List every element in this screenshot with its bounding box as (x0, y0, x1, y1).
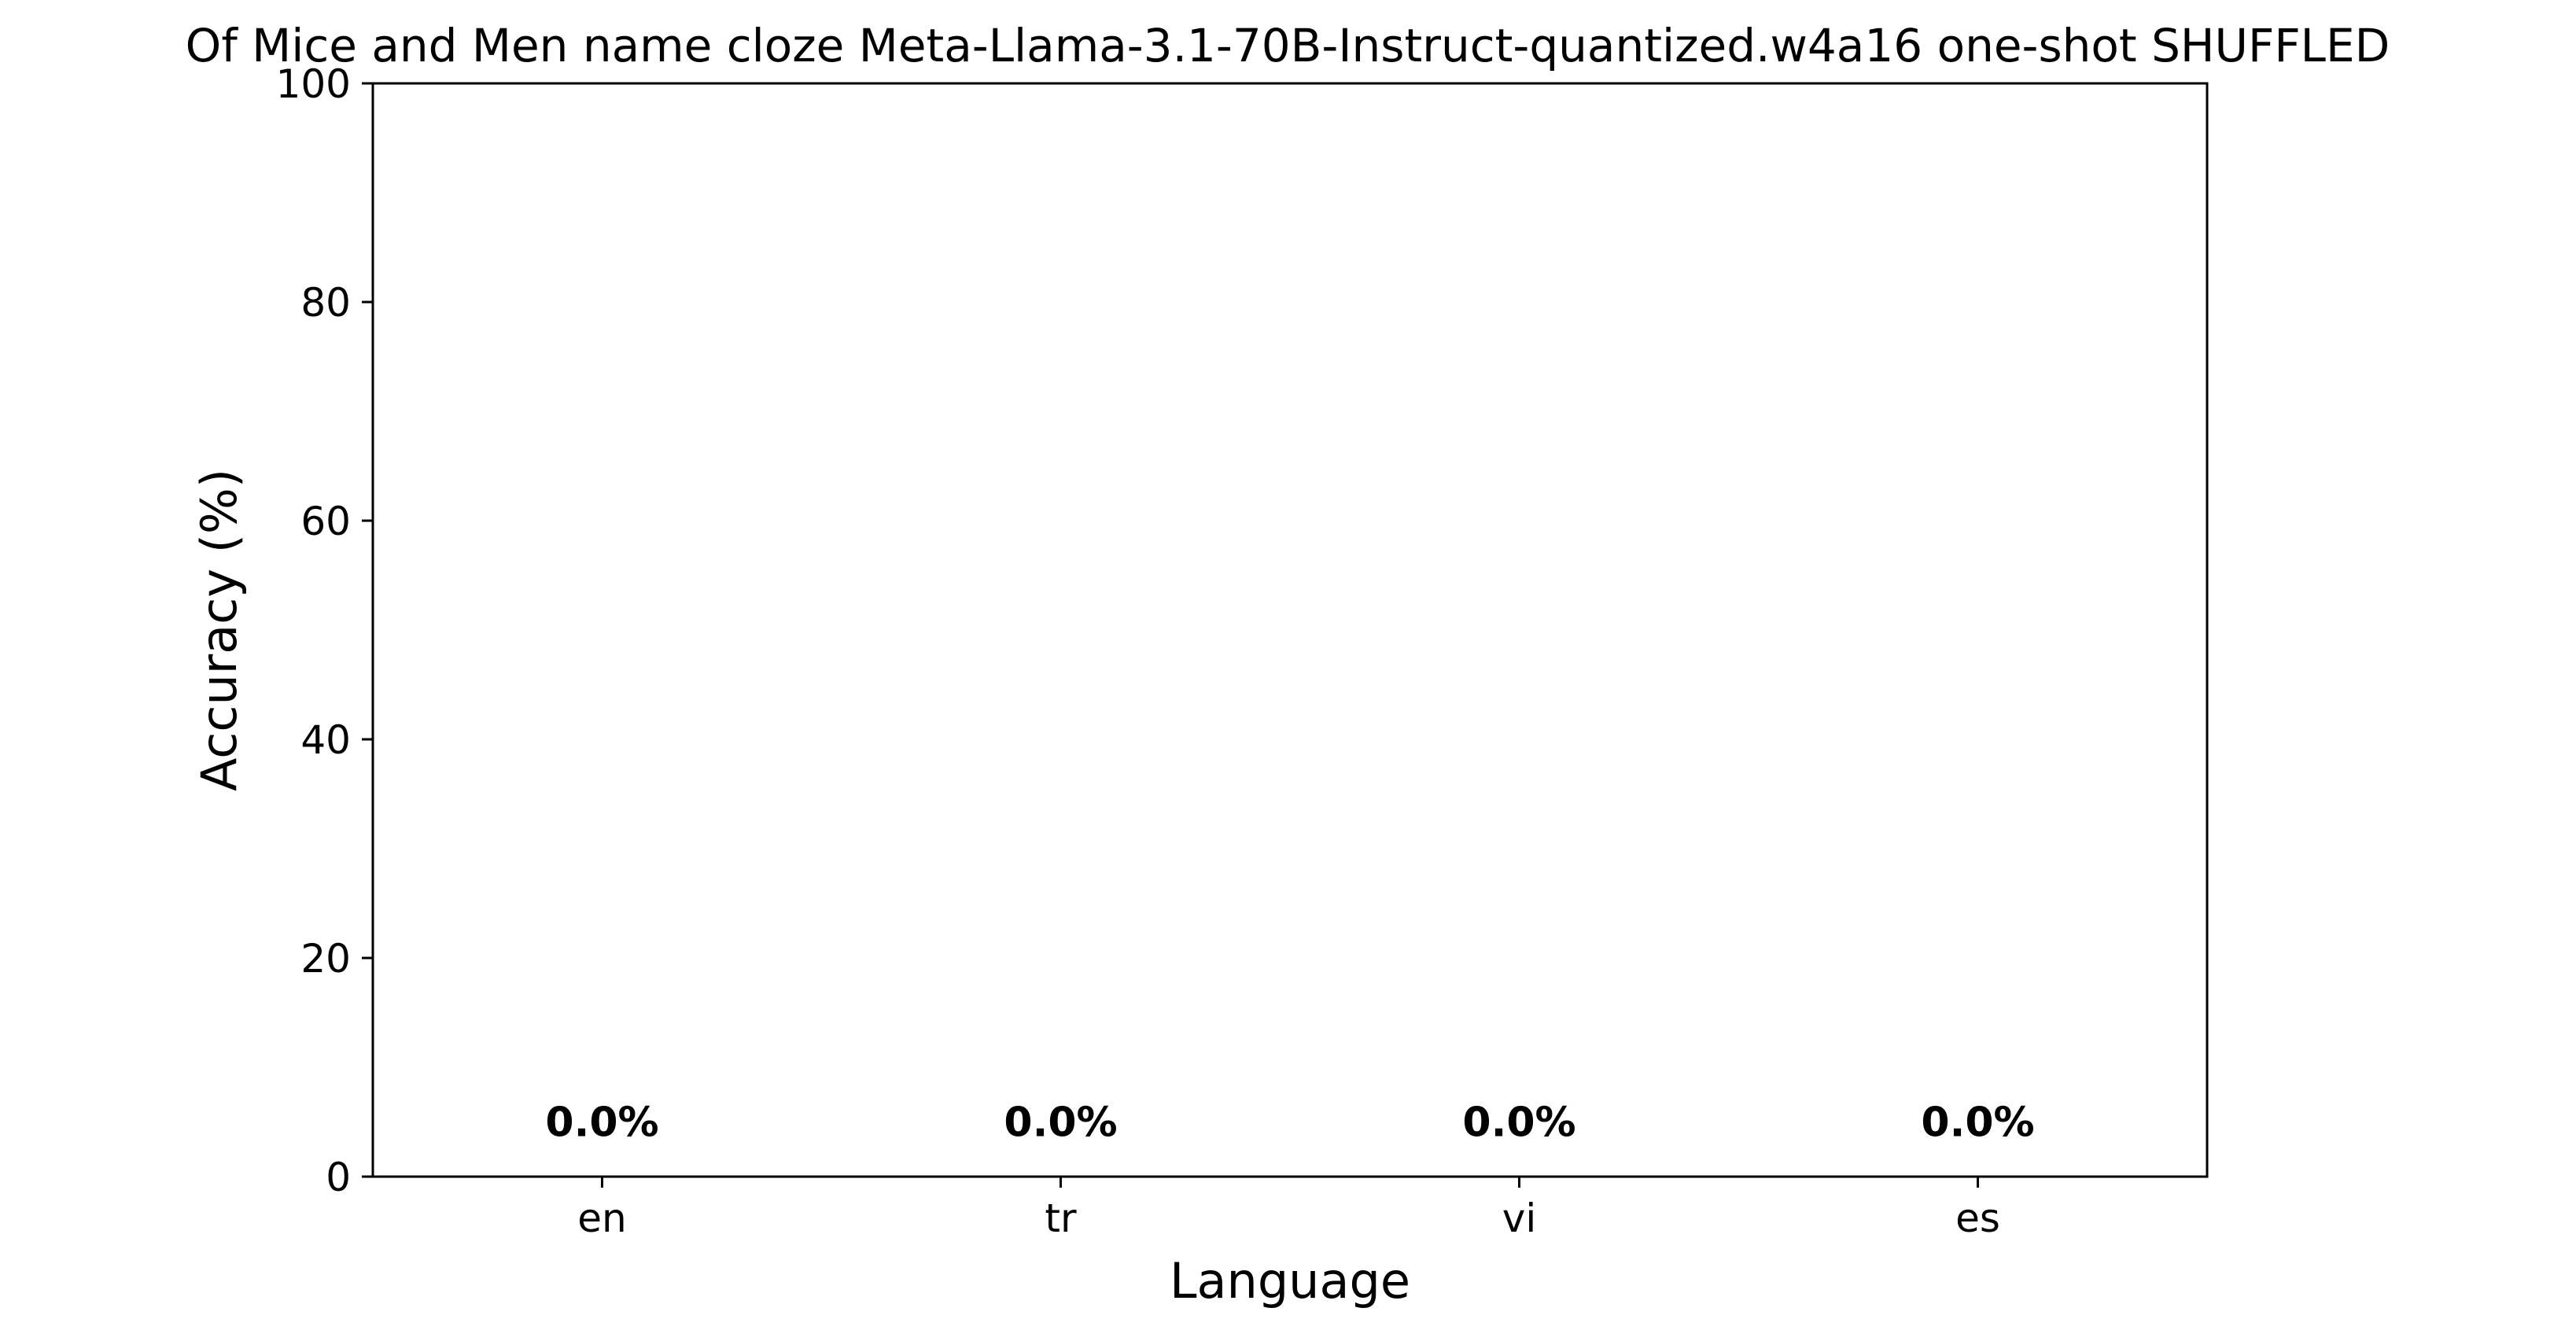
y-axis-ticks: 0 20 40 60 80 100 (276, 61, 373, 1200)
x-tick-label-vi: vi (1502, 1196, 1536, 1241)
y-tick-label: 60 (300, 499, 351, 544)
y-tick-label: 20 (300, 936, 351, 982)
x-tick-label-en: en (577, 1196, 626, 1241)
y-tick-label: 0 (326, 1155, 351, 1200)
x-axis-label: Language (1170, 1252, 1410, 1310)
data-label-es: 0.0% (1921, 1100, 2034, 1147)
x-tick-label-es: es (1955, 1196, 2000, 1241)
data-label-en: 0.0% (545, 1100, 658, 1147)
plot-area-frame (373, 83, 2207, 1177)
y-tick-label: 80 (300, 280, 351, 326)
x-axis-ticks: en tr vi es (577, 1177, 2000, 1241)
y-tick-label: 100 (276, 61, 351, 107)
data-labels: 0.0% 0.0% 0.0% 0.0% (545, 1100, 2034, 1147)
chart-title: Of Mice and Men name cloze Meta-Llama-3.… (186, 19, 2390, 72)
y-tick-label: 40 (300, 717, 351, 763)
data-label-vi: 0.0% (1462, 1100, 1575, 1147)
y-axis-label: Accuracy (%) (190, 469, 248, 791)
x-tick-label-tr: tr (1045, 1196, 1077, 1241)
data-label-tr: 0.0% (1004, 1100, 1117, 1147)
